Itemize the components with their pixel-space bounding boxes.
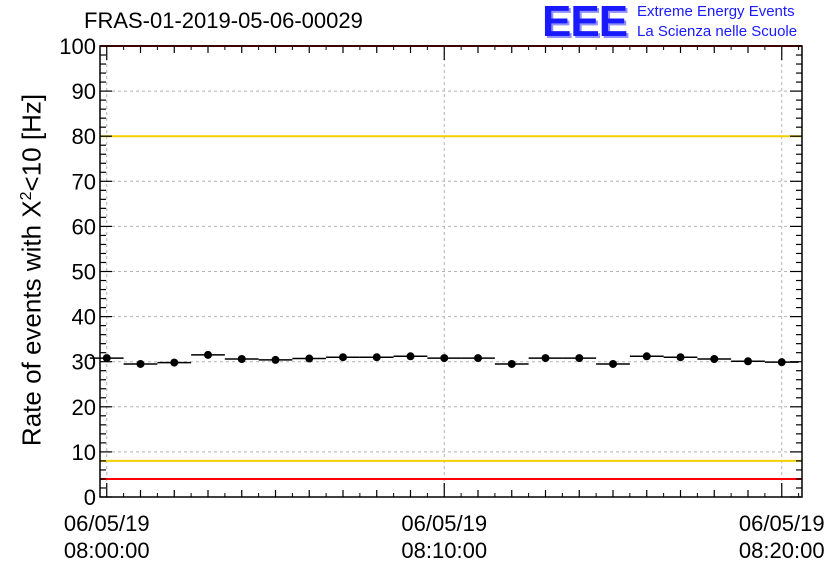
data-point xyxy=(541,354,550,363)
chart-title: FRAS-01-2019-05-06-00029 xyxy=(84,8,363,33)
data-point xyxy=(440,354,449,363)
x-tick-date: 06/05/19 xyxy=(63,511,150,536)
data-point xyxy=(237,354,246,363)
x-tick-label: 06/05/19 08:20:00 xyxy=(739,510,825,564)
y-tick-label: 100 xyxy=(59,34,96,59)
y-tick-label: 30 xyxy=(72,350,96,375)
y-tick-label: 40 xyxy=(72,305,96,330)
y-tick-label: 10 xyxy=(72,440,96,465)
data-point xyxy=(642,352,651,361)
y-axis-label-main: Rate of events with X xyxy=(16,200,47,447)
y-axis-label-suffix: <10 [Hz] xyxy=(16,93,47,192)
data-point xyxy=(710,354,719,363)
y-tick-label: 70 xyxy=(72,169,96,194)
data-point xyxy=(777,358,786,367)
data-point xyxy=(204,350,212,359)
data-point xyxy=(474,354,482,363)
data-point xyxy=(744,357,752,366)
data-point xyxy=(406,352,415,361)
x-tick-time: 08:20:00 xyxy=(738,538,825,563)
x-tick-time: 08:00:00 xyxy=(63,538,150,563)
y-tick-label: 50 xyxy=(72,260,96,285)
data-point xyxy=(102,354,111,363)
data-point xyxy=(339,353,347,362)
eee-logo: EEE xyxy=(542,0,628,46)
x-tick-label: 06/05/19 08:10:00 xyxy=(401,510,487,564)
data-point xyxy=(676,353,685,362)
data-point xyxy=(305,354,314,363)
data-point xyxy=(609,359,617,368)
y-tick-label: 60 xyxy=(72,214,96,239)
data-point xyxy=(372,353,381,362)
data-point xyxy=(271,355,280,364)
x-tick-label: 06/05/19 08:00:00 xyxy=(64,510,150,564)
y-axis-label: Rate of events with X2<10 [Hz] xyxy=(17,94,48,446)
y-tick-label: 90 xyxy=(72,79,96,104)
y-tick-label: 0 xyxy=(84,485,96,510)
y-tick-label: 20 xyxy=(72,395,96,420)
x-tick-time: 08:10:00 xyxy=(401,538,488,563)
x-tick-date: 06/05/19 xyxy=(401,511,488,536)
data-point xyxy=(170,358,179,367)
logo-subtitle-line1: Extreme Energy Events xyxy=(637,3,795,20)
data-point xyxy=(507,359,516,368)
data-point xyxy=(575,354,584,363)
x-tick-date: 06/05/19 xyxy=(738,511,825,536)
logo-subtitle-line2: La Scienza nelle Scuole xyxy=(637,23,798,40)
y-axis-label-superscript: 2 xyxy=(17,191,35,201)
data-point xyxy=(136,359,145,368)
y-tick-label: 80 xyxy=(72,124,96,149)
